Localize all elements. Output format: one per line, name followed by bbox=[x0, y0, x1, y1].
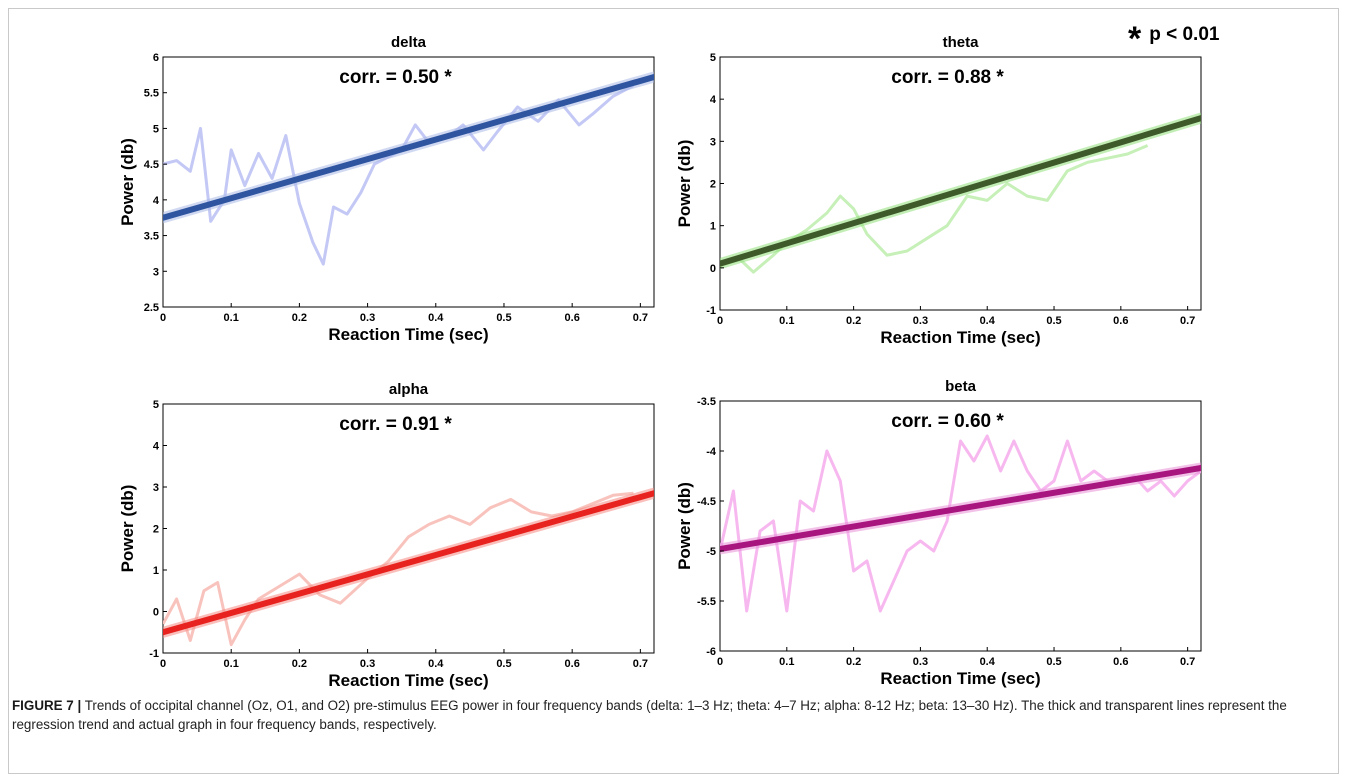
x-tick-label: 0.2 bbox=[846, 656, 861, 668]
y-tick-label: 0 bbox=[153, 607, 159, 619]
correlation-annotation: corr. = 0.88 * bbox=[891, 67, 1004, 88]
chart-title: theta bbox=[943, 34, 979, 51]
x-tick-label: 0.3 bbox=[913, 315, 928, 327]
chart-delta: 0 0.1 0.2 0.3 0.4 0.5 0.6 0.7 2.5 3 3.5 4 4.5 5 5.5 6 de… bbox=[118, 34, 655, 344]
y-tick-label: -1 bbox=[149, 648, 159, 660]
regression-trend-line bbox=[720, 115, 1201, 267]
regression-trend-line bbox=[163, 74, 654, 221]
significance-note: * p < 0.01 bbox=[1128, 20, 1219, 59]
x-tick-label: 0.7 bbox=[1180, 656, 1195, 668]
x-tick-label: 0.7 bbox=[1180, 315, 1195, 327]
plot-data bbox=[720, 434, 1201, 613]
significance-star: * bbox=[1128, 20, 1142, 58]
correlation-annotation: corr. = 0.50 * bbox=[339, 67, 452, 88]
plot-data bbox=[163, 71, 654, 266]
y-tick-label: -4 bbox=[706, 446, 717, 458]
x-tick-label: 0.3 bbox=[913, 656, 928, 668]
x-tick-label: 0.4 bbox=[980, 315, 996, 327]
y-axis-label: Power (db) bbox=[118, 485, 137, 573]
x-tick-label: 0 bbox=[160, 312, 166, 324]
x-tick-label: 0.6 bbox=[565, 312, 580, 324]
x-tick-label: 0.6 bbox=[1113, 656, 1128, 668]
y-tick-label: 5 bbox=[153, 399, 159, 411]
y-tick-label: -3.5 bbox=[697, 396, 716, 408]
x-tick-label: 0.7 bbox=[633, 658, 648, 670]
chart-title: beta bbox=[945, 378, 977, 395]
y-tick-label: 4 bbox=[153, 195, 160, 207]
y-tick-label: 0 bbox=[710, 263, 716, 275]
x-tick-label: 0.4 bbox=[980, 656, 996, 668]
y-axis-label: Power (db) bbox=[675, 140, 694, 228]
caption-text: Trends of occipital channel (Oz, O1, and… bbox=[12, 698, 1287, 732]
y-tick-label: 4 bbox=[153, 441, 160, 453]
y-tick-label: 1 bbox=[153, 565, 159, 577]
correlation-annotation: corr. = 0.60 * bbox=[891, 411, 1004, 432]
x-tick-label: 0.6 bbox=[565, 658, 580, 670]
x-tick-label: 0.5 bbox=[1046, 656, 1061, 668]
chart-title: delta bbox=[391, 34, 427, 51]
regression-trend-line bbox=[163, 490, 654, 636]
y-tick-label: -5.5 bbox=[697, 596, 716, 608]
x-tick-label: 0.1 bbox=[779, 656, 794, 668]
x-tick-label: 0 bbox=[717, 315, 723, 327]
y-axis-label: Power (db) bbox=[118, 138, 137, 226]
y-tick-label: -4.5 bbox=[697, 496, 716, 508]
y-axis-label: Power (db) bbox=[675, 482, 694, 570]
x-tick-label: 0 bbox=[717, 656, 723, 668]
chart-theta: 0 0.1 0.2 0.3 0.4 0.5 0.6 0.7-1012345thetacorr.… bbox=[675, 34, 1202, 347]
plot-area bbox=[719, 400, 1202, 652]
x-tick-label: 0.3 bbox=[360, 312, 375, 324]
x-axis-label: Reaction Time (sec) bbox=[880, 669, 1040, 688]
plot-data bbox=[163, 487, 654, 647]
y-tick-label: 2 bbox=[153, 524, 159, 536]
y-tick-label: 2.5 bbox=[144, 302, 159, 314]
x-tick-label: 0.1 bbox=[779, 315, 794, 327]
y-tick-label: 3 bbox=[710, 136, 716, 148]
x-tick-label: 0.2 bbox=[292, 658, 307, 670]
regression-trend-line bbox=[720, 465, 1201, 552]
y-tick-label: 5 bbox=[153, 123, 159, 135]
x-tick-label: 0.6 bbox=[1113, 315, 1128, 327]
x-tick-label: 0.5 bbox=[1046, 315, 1061, 327]
y-tick-label: 2 bbox=[710, 179, 716, 191]
y-tick-label: 4 bbox=[710, 94, 717, 106]
chart-title: alpha bbox=[389, 381, 429, 398]
y-tick-label: 4.5 bbox=[144, 159, 159, 171]
x-tick-label: 0.1 bbox=[224, 312, 239, 324]
x-tick-label: 0.2 bbox=[846, 315, 861, 327]
plot-area bbox=[719, 56, 1202, 311]
y-tick-label: 1 bbox=[710, 221, 716, 233]
y-tick-label: 5 bbox=[710, 52, 716, 64]
y-tick-label: 3.5 bbox=[144, 231, 159, 243]
chart-beta: 0 0.1 0.2 0.3 0.4 0.5 0.6 0.7 -6 -5.5 -5 -4.5 -4 -3.5… bbox=[675, 378, 1202, 688]
figure-caption: FIGURE 7 | Trends of occipital channel (… bbox=[12, 696, 1322, 734]
significance-text: p < 0.01 bbox=[1149, 24, 1220, 45]
y-tick-label: 3 bbox=[153, 482, 159, 494]
y-tick-label: -1 bbox=[706, 305, 716, 317]
x-tick-label: 0.4 bbox=[428, 312, 444, 324]
x-tick-label: 0 bbox=[160, 658, 166, 670]
caption-label: FIGURE 7 | bbox=[12, 698, 82, 713]
x-tick-label: 0.5 bbox=[496, 658, 511, 670]
x-tick-label: 0.1 bbox=[224, 658, 239, 670]
x-axis-label: Reaction Time (sec) bbox=[880, 328, 1040, 347]
x-tick-label: 0.4 bbox=[428, 658, 444, 670]
x-tick-label: 0.5 bbox=[496, 312, 511, 324]
x-axis-label: Reaction Time (sec) bbox=[328, 671, 488, 690]
y-tick-label: 5.5 bbox=[144, 88, 159, 100]
y-tick-label: 6 bbox=[153, 52, 159, 64]
x-tick-label: 0.2 bbox=[292, 312, 307, 324]
y-tick-label: 3 bbox=[153, 266, 159, 278]
x-tick-label: 0.7 bbox=[633, 312, 648, 324]
correlation-annotation: corr. = 0.91 * bbox=[339, 414, 452, 435]
x-tick-label: 0.3 bbox=[360, 658, 375, 670]
plot-data bbox=[720, 112, 1201, 274]
chart-alpha: 0 0.1 0.2 0.3 0.4 0.5 0.6 0.7-1012345alphacorr.… bbox=[118, 381, 655, 690]
y-tick-label: -6 bbox=[706, 646, 716, 658]
y-tick-label: -5 bbox=[706, 546, 716, 558]
x-axis-label: Reaction Time (sec) bbox=[328, 325, 488, 344]
